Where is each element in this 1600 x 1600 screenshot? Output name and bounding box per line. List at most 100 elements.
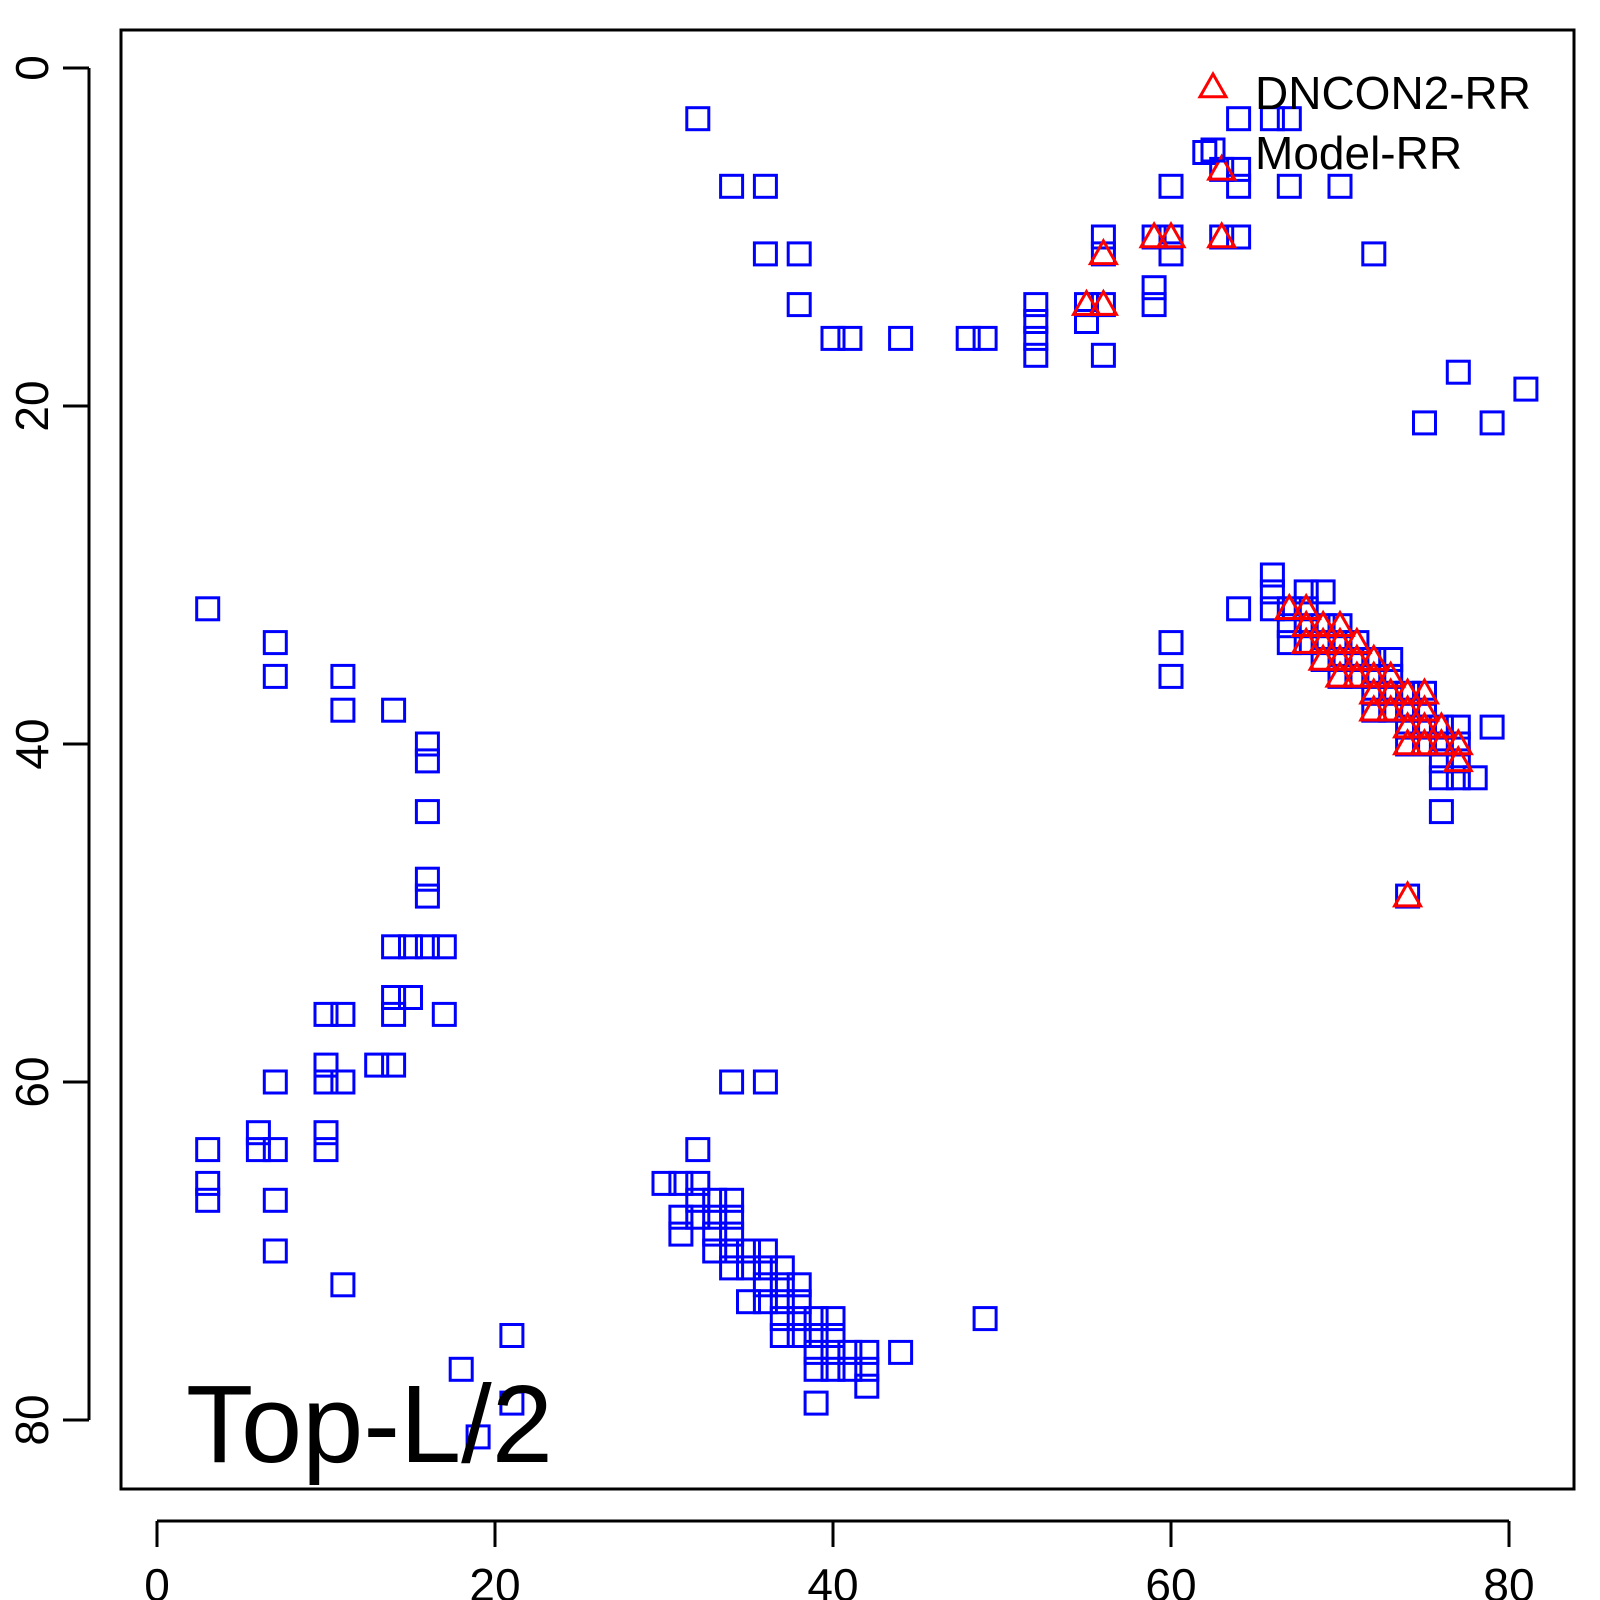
model-rr-point bbox=[1276, 173, 1302, 199]
model-rr-point bbox=[668, 1170, 694, 1196]
model-rr-point bbox=[685, 1187, 711, 1213]
dncon2-rr-point bbox=[1358, 660, 1390, 688]
model-rr-point bbox=[820, 1323, 846, 1348]
model-rr-point bbox=[736, 1238, 761, 1264]
model-rr-point bbox=[414, 866, 440, 892]
model-rr-point bbox=[972, 1306, 998, 1332]
model-rr-point bbox=[719, 1238, 745, 1264]
model-rr-point bbox=[381, 697, 407, 723]
model-rr-point bbox=[330, 697, 356, 723]
dncon2-rr-point bbox=[1341, 643, 1373, 671]
model-rr-point bbox=[752, 241, 778, 267]
model-rr-point bbox=[1445, 359, 1471, 385]
model-rr-point bbox=[769, 1306, 795, 1332]
model-rr-point bbox=[702, 1238, 728, 1264]
model-rr-point bbox=[820, 1339, 846, 1365]
model-rr-point bbox=[381, 1001, 407, 1027]
dncon2-rr-point bbox=[1375, 660, 1407, 688]
model-rr-point bbox=[719, 1204, 745, 1230]
model-rr-point bbox=[448, 1356, 474, 1382]
model-rr-point bbox=[1479, 714, 1505, 740]
model-rr-point bbox=[719, 1221, 745, 1247]
model-rr-point bbox=[702, 1204, 728, 1230]
model-rr-point bbox=[786, 1272, 812, 1298]
model-rr-point bbox=[499, 1323, 525, 1348]
model-rr-point bbox=[752, 1289, 778, 1315]
model-rr-point bbox=[1226, 106, 1252, 132]
x-axis: 0 20 40 60 80 bbox=[144, 1519, 1535, 1600]
model-rr-point bbox=[803, 1339, 829, 1365]
model-rr-point bbox=[719, 173, 745, 199]
dncon2-rr-point bbox=[1375, 694, 1407, 722]
dncon2-rr-point bbox=[1290, 626, 1322, 654]
model-rr-point bbox=[1445, 714, 1471, 740]
model-rr-point bbox=[330, 663, 356, 689]
model-rr-point bbox=[414, 799, 440, 825]
x-tick-label: 40 bbox=[807, 1559, 858, 1600]
model-rr-point bbox=[1226, 173, 1252, 199]
y-tick-label: 0 bbox=[6, 55, 58, 81]
model-rr-point bbox=[769, 1289, 795, 1315]
model-rr-point bbox=[786, 241, 812, 267]
dncon2-rr-point bbox=[1358, 677, 1390, 705]
model-rr-point bbox=[262, 1187, 288, 1213]
dncon2-rr-point bbox=[1206, 153, 1238, 181]
model-rr-point bbox=[330, 1272, 356, 1298]
model-rr-point bbox=[1412, 410, 1437, 436]
y-tick-label: 60 bbox=[6, 1056, 58, 1107]
model-rr-point bbox=[313, 1052, 339, 1078]
dncon2-rr-point bbox=[1392, 711, 1424, 739]
model-rr-point bbox=[752, 1069, 778, 1095]
dncon2-rr-point bbox=[1425, 727, 1457, 756]
model-rr-point bbox=[330, 1069, 356, 1095]
model-rr-point bbox=[736, 1289, 761, 1315]
model-rr-point bbox=[195, 1137, 221, 1163]
dncon2-rr-point bbox=[1375, 677, 1407, 705]
model-rr-point bbox=[1259, 579, 1285, 605]
model-rr-point bbox=[1479, 410, 1505, 436]
model-rr-point bbox=[668, 1204, 694, 1230]
dncon2-rr-point bbox=[1392, 677, 1424, 705]
model-rr-point bbox=[414, 934, 440, 960]
dncon2-rr-point bbox=[1324, 626, 1356, 654]
model-rr-point bbox=[769, 1272, 795, 1298]
model-rr-point bbox=[465, 1424, 491, 1450]
model-rr-point bbox=[786, 1289, 812, 1315]
model-rr-point bbox=[1259, 562, 1285, 588]
model-rr-point bbox=[769, 1323, 795, 1348]
model-rr-point bbox=[972, 325, 998, 351]
model-rr-point bbox=[313, 1120, 339, 1146]
model-rr-point bbox=[685, 1170, 711, 1196]
y-tick-label: 20 bbox=[6, 380, 58, 431]
model-rr-point bbox=[245, 1120, 271, 1146]
legend-label-dncon2: DNCON2-RR bbox=[1255, 67, 1531, 119]
model-rr-point bbox=[414, 731, 440, 757]
model-rr-point bbox=[1513, 376, 1539, 402]
x-tick-label: 20 bbox=[469, 1559, 520, 1600]
dncon2-rr-point bbox=[1442, 744, 1474, 773]
dncon2-rr-point bbox=[1408, 677, 1441, 705]
model-rr-point bbox=[398, 985, 423, 1010]
model-rr-point bbox=[313, 1069, 339, 1095]
y-tick-label: 80 bbox=[6, 1394, 58, 1445]
model-rr-point bbox=[820, 325, 846, 351]
model-rr-point bbox=[1259, 106, 1285, 132]
model-rr-point bbox=[1226, 156, 1252, 182]
model-rr-point bbox=[1226, 224, 1252, 250]
model-rr-point bbox=[414, 883, 440, 909]
model-rr-point bbox=[381, 934, 407, 960]
model-rr-point bbox=[262, 663, 288, 689]
dncon2-rr-point bbox=[1392, 727, 1424, 756]
model-rr-point bbox=[1023, 325, 1049, 351]
model-rr-point bbox=[854, 1373, 880, 1399]
y-axis: 0 20 40 60 80 bbox=[6, 55, 91, 1446]
model-rr-point bbox=[381, 985, 407, 1010]
model-rr-point bbox=[803, 1323, 829, 1348]
model-rr-point bbox=[1428, 799, 1454, 825]
model-rr-point bbox=[719, 1069, 745, 1095]
model-rr-point bbox=[820, 1356, 846, 1382]
model-rr-point bbox=[414, 748, 440, 774]
dncon2-rr-point bbox=[1425, 711, 1457, 739]
model-rr-point bbox=[1428, 765, 1454, 791]
